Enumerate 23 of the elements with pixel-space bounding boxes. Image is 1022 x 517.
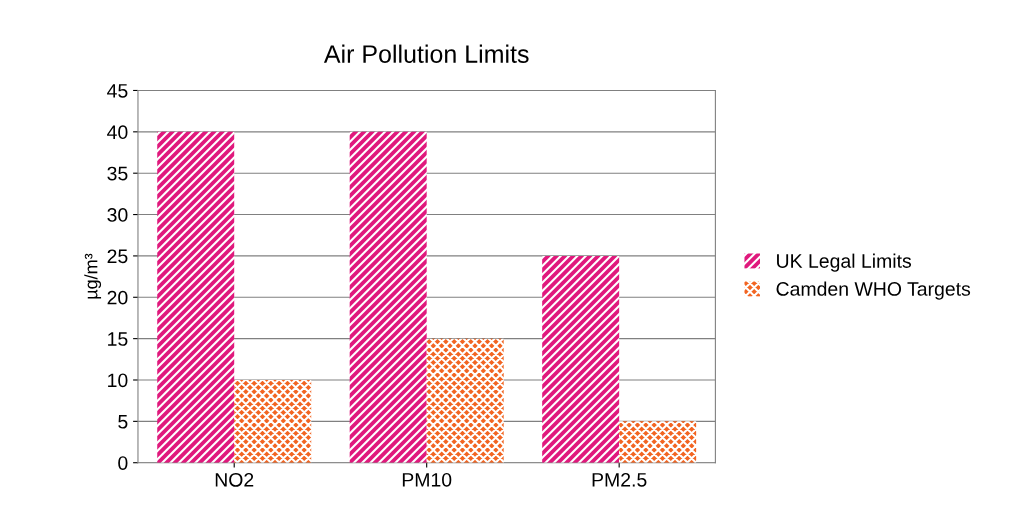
y-tick-label: 45	[107, 84, 128, 98]
legend-label: UK Legal Limits	[777, 253, 912, 272]
x-tick-label: PM2.5	[592, 472, 647, 487]
y-tick-label: 10	[108, 373, 128, 388]
y-tick-label: 40	[107, 125, 128, 140]
bar	[349, 131, 427, 463]
y-tick-label: 25	[107, 249, 128, 264]
bar	[542, 255, 620, 463]
chart-title: Air Pollution Limits	[323, 44, 529, 63]
bar	[619, 421, 697, 463]
y-tick-label: 5	[118, 415, 128, 429]
x-tick-label: NO2	[215, 472, 254, 487]
y-tick-label: 35	[107, 166, 128, 181]
bar	[234, 380, 312, 463]
bar	[157, 131, 235, 463]
bar	[426, 338, 504, 463]
y-tick-label: 0	[118, 456, 128, 470]
y-axis-title: µg/m³	[84, 253, 102, 299]
y-tick-label: 15	[108, 332, 128, 346]
legend-label: Camden WHO Targets	[776, 281, 971, 300]
y-tick-label: 20	[107, 290, 128, 305]
y-tick-label: 30	[107, 208, 128, 222]
x-tick-label: PM10	[402, 472, 452, 487]
